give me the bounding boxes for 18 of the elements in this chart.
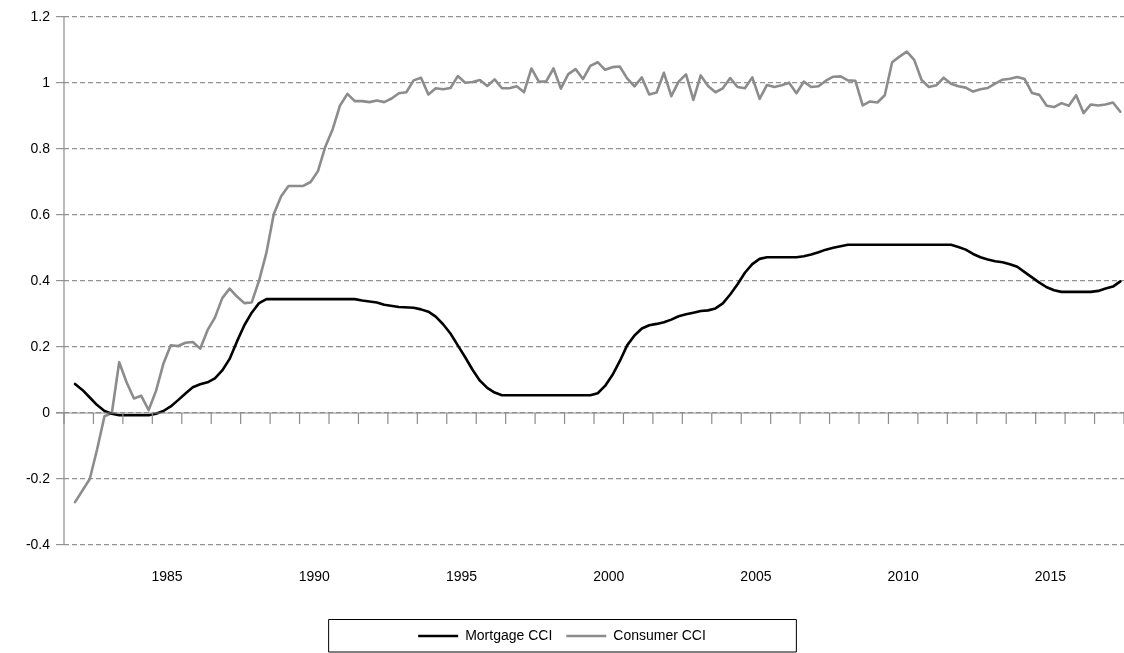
- y-tick-label: 0.6: [30, 205, 51, 222]
- legend-label: Consumer CCI: [613, 626, 706, 643]
- y-tick-label: 0.4: [30, 271, 51, 288]
- x-tick-label: 1990: [298, 568, 331, 585]
- y-tick-label: 0.8: [30, 139, 51, 156]
- y-tick-label: 1.2: [30, 7, 51, 24]
- x-tick-label: 2000: [593, 568, 625, 585]
- y-tick-label: -0.2: [25, 469, 51, 486]
- x-tick-label: 1995: [445, 568, 478, 585]
- x-tick-label: 2005: [740, 568, 772, 585]
- y-tick-label: 0: [42, 403, 51, 420]
- legend-label: Mortgage CCI: [465, 626, 553, 643]
- x-tick-label: 1985: [151, 568, 183, 585]
- x-tick-label: 2015: [1034, 568, 1067, 585]
- x-tick-label: 2010: [887, 568, 919, 585]
- y-tick-label: 0.2: [30, 337, 51, 354]
- y-tick-label: -0.4: [25, 535, 51, 552]
- y-tick-label: 1: [42, 73, 51, 90]
